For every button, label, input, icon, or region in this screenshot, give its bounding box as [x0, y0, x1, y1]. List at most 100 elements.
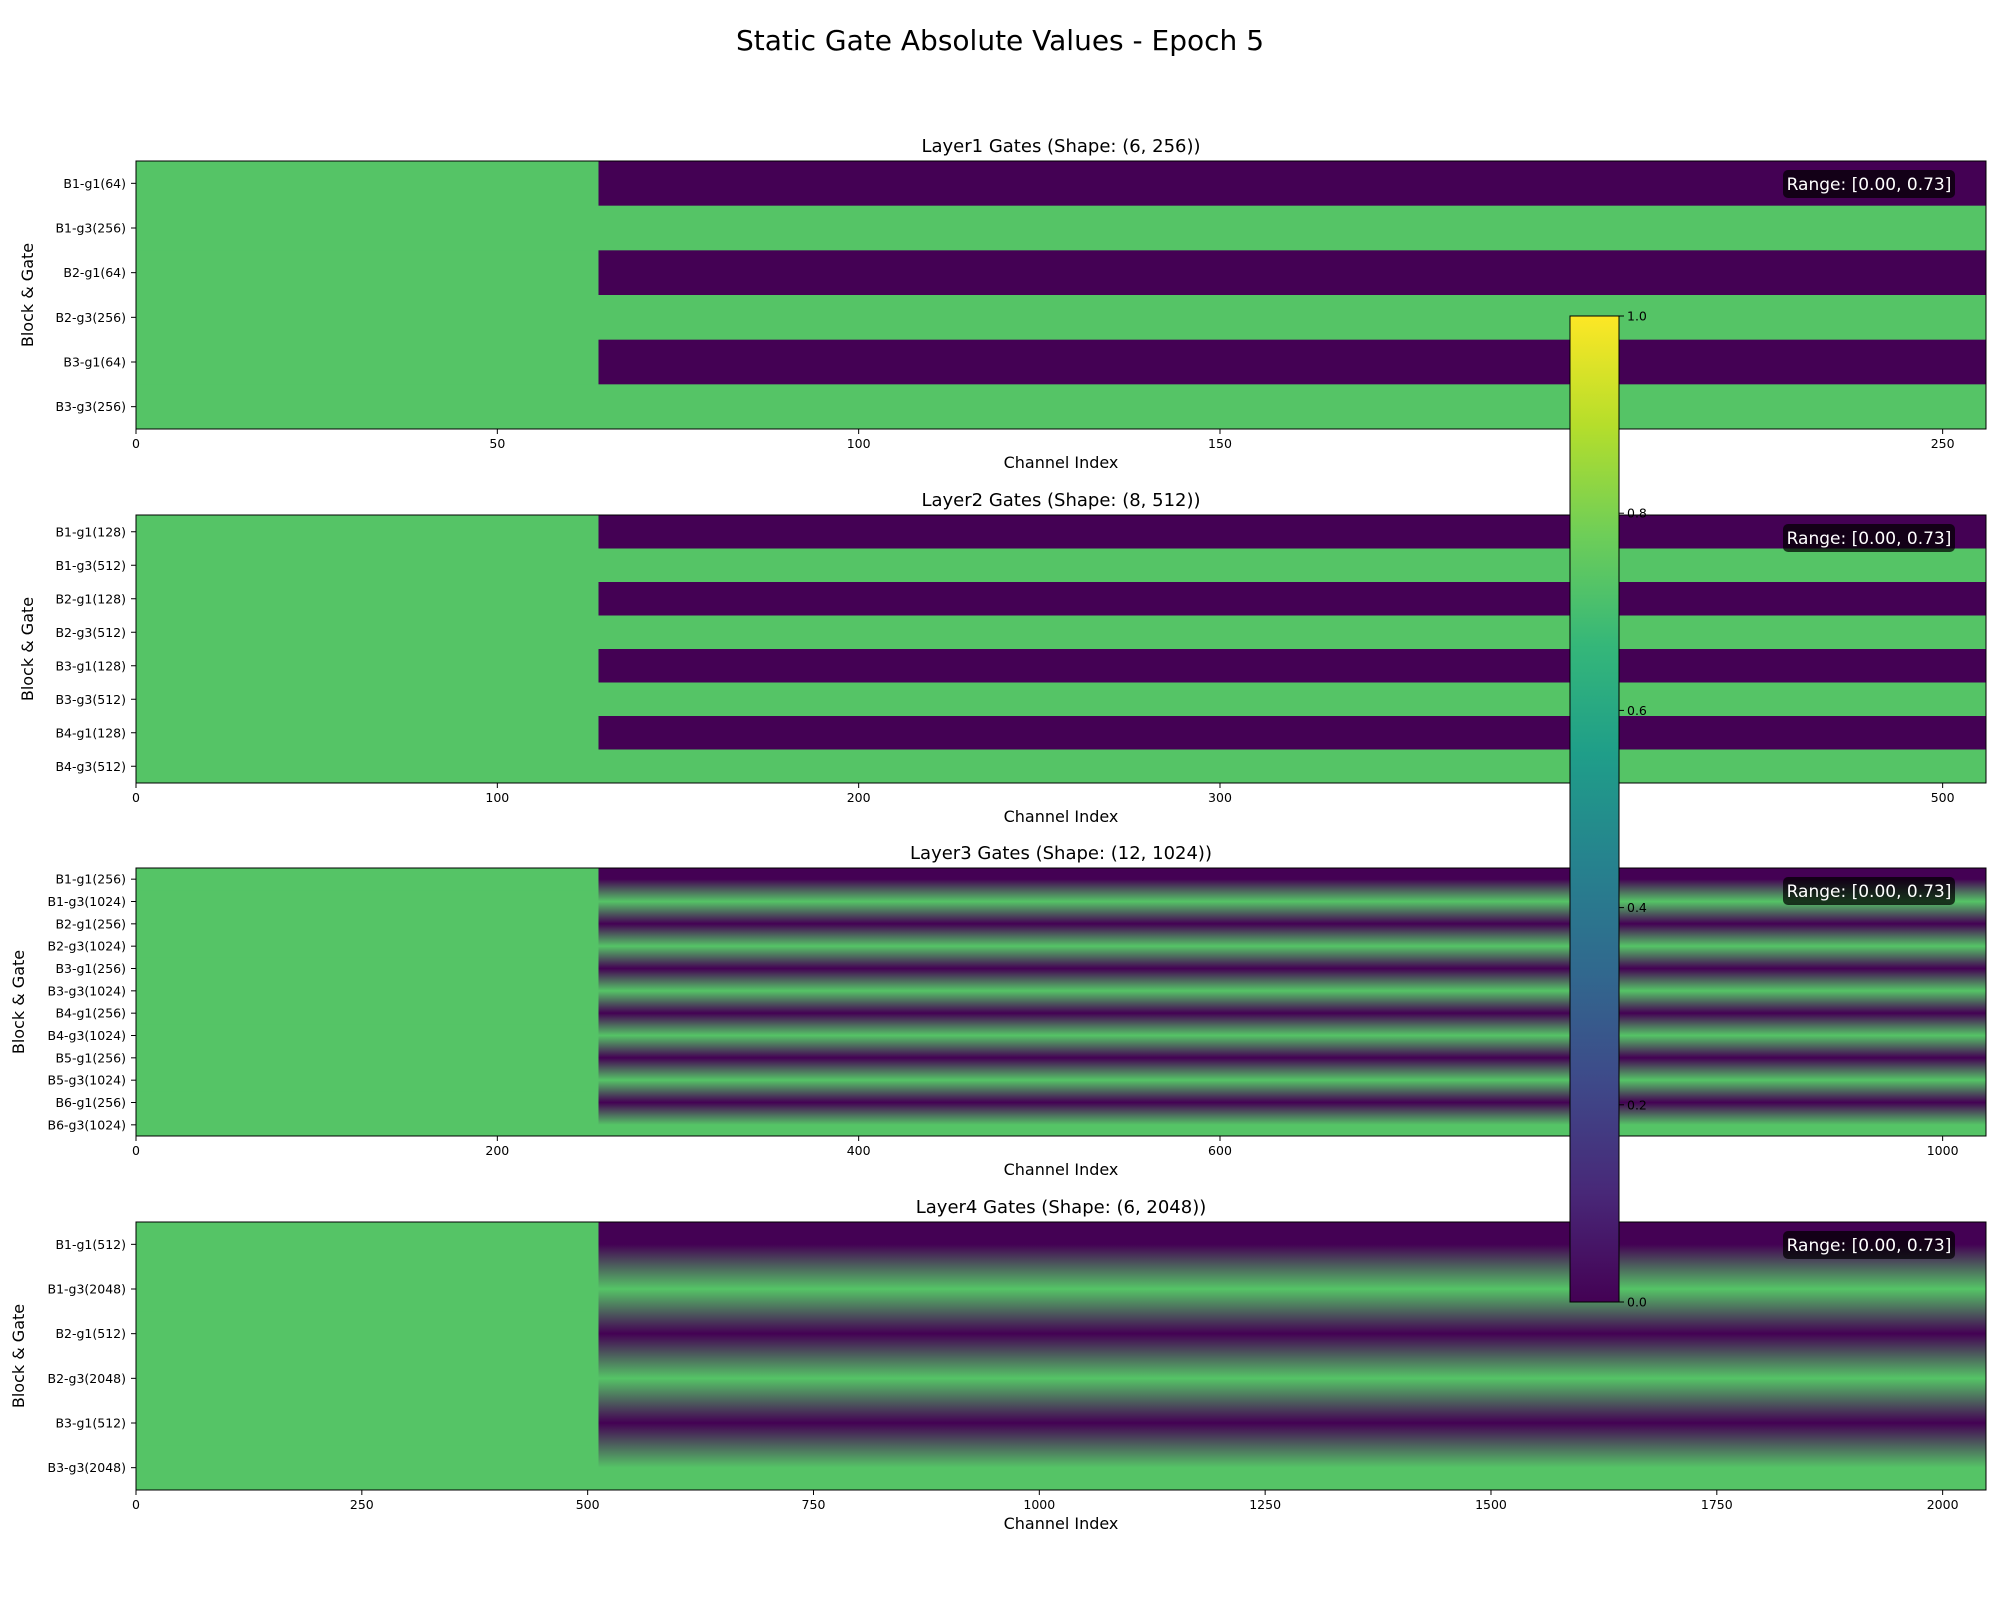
- y-tick-label: B6-g3(1024): [48, 1117, 127, 1132]
- y-tick-label: B3-g3(512): [55, 692, 126, 707]
- colorbar-tick-label: 0.6: [1627, 703, 1647, 718]
- x-axis-label: Channel Index: [1004, 453, 1119, 472]
- y-tick-label: B1-g1(512): [55, 1237, 126, 1252]
- heatmap-cell-active: [136, 682, 1986, 717]
- x-tick-label: 600: [1208, 1143, 1232, 1158]
- y-tick-label: B3-g1(512): [55, 1416, 126, 1431]
- heatmap-cell-inactive: [598, 161, 1986, 207]
- plot-frame: [135, 160, 1987, 430]
- heatmap-cell-active: [136, 548, 1986, 583]
- y-tick-label: B1-g3(512): [55, 558, 126, 573]
- x-tick-label: 1500: [1475, 1497, 1507, 1512]
- y-tick-label: B1-g3(256): [55, 221, 126, 236]
- x-tick-label: 1000: [1023, 1497, 1055, 1512]
- x-tick-label: 500: [1931, 790, 1955, 805]
- y-tick-label: B2-g3(256): [55, 310, 126, 325]
- y-tick-label: B4-g3(512): [55, 759, 126, 774]
- heatmap-panel-3: Layer3 Gates (Shape: (12, 1024)) B1-g1(25…: [9, 843, 1987, 1179]
- y-tick-label: B5-g1(256): [55, 1050, 126, 1065]
- colorbar: 0.0 0.2 0.4 0.6 0.8 1.0: [1569, 309, 1647, 1310]
- x-tick-label: 0: [132, 436, 140, 451]
- y-tick-label: B1-g1(128): [55, 524, 126, 539]
- y-tick-label: B1-g3(2048): [48, 1282, 127, 1297]
- y-tick-label: B4-g3(1024): [48, 1028, 127, 1043]
- x-tick-label: 0: [132, 1143, 140, 1158]
- heatmap-cell-active: [136, 205, 1986, 251]
- heatmap-cell-active: [136, 384, 1986, 430]
- heatmap-cell-active: [136, 161, 599, 207]
- y-tick-label: B2-g1(64): [63, 265, 126, 280]
- colorbar-tick-label: 0.2: [1627, 1097, 1647, 1112]
- x-tick-label: 250: [1931, 436, 1955, 451]
- heatmap-cell-active: [136, 615, 1986, 650]
- heatmap-cell-active: [136, 912, 599, 936]
- heatmap-panel-4: Layer4 Gates (Shape: (6, 2048)) B1-g1(512…: [9, 1197, 1987, 1533]
- heatmap-cell-active: [136, 515, 599, 549]
- heatmap-cell-active: [136, 1002, 599, 1025]
- range-annotation-box: [1783, 170, 1955, 198]
- y-tick-label: B3-g1(256): [55, 961, 126, 976]
- plot-frame: [135, 1221, 1987, 1491]
- y-tick-label: B1-g3(1024): [48, 894, 127, 909]
- x-tick-label: 500: [576, 1497, 600, 1512]
- y-tick-label: B4-g1(256): [55, 1006, 126, 1021]
- range-annotation-text: Range: [0.00, 0.73]: [1787, 529, 1952, 549]
- y-axis-label: Block & Gate: [9, 950, 28, 1054]
- plot-frame: [135, 514, 1987, 784]
- heatmap-interpolated-region: [598, 868, 1986, 1136]
- heatmap-panel-2: Layer2 Gates (Shape: (8, 512)) B1-g1(128)…: [18, 490, 1987, 826]
- x-tick-label: 300: [1208, 790, 1232, 805]
- y-tick-label: B2-g1(256): [55, 916, 126, 931]
- y-tick-label: B2-g3(1024): [48, 939, 127, 954]
- x-tick-label: 0: [132, 1497, 140, 1512]
- panel-title: Layer1 Gates (Shape: (6, 256)): [921, 136, 1200, 157]
- heatmap-panel-1: Layer1 Gates (Shape: (6, 256)) B1-g1(64) B…: [18, 136, 1987, 472]
- colorbar-tick-label: 1.0: [1627, 309, 1647, 324]
- panel-title: Layer2 Gates (Shape: (8, 512)): [921, 490, 1200, 511]
- heatmap-cell-active: [136, 649, 599, 683]
- x-tick-label: 200: [485, 1143, 509, 1158]
- y-tick-label: B6-g1(256): [55, 1095, 126, 1110]
- y-tick-label: B2-g1(512): [55, 1326, 126, 1341]
- heatmap-cell-inactive: [598, 250, 1986, 296]
- heatmap-cell-inactive: [598, 649, 1986, 683]
- x-tick-label: 750: [802, 1497, 826, 1512]
- heatmap-cell-inactive: [598, 515, 1986, 549]
- figure-title: Static Gate Absolute Values - Epoch 5: [735, 24, 1265, 57]
- heatmap-cell-active: [136, 1222, 599, 1268]
- x-tick-label: 1750: [1701, 1497, 1733, 1512]
- x-tick-label: 1000: [1927, 1143, 1959, 1158]
- y-tick-label: B1-g1(64): [63, 176, 126, 191]
- x-tick-label: 400: [847, 1143, 871, 1158]
- range-annotation-text: Range: [0.00, 0.73]: [1787, 882, 1952, 902]
- range-annotation-box: [1783, 1231, 1955, 1259]
- y-axis-label: Block & Gate: [18, 243, 37, 347]
- x-tick-label: 100: [847, 436, 871, 451]
- x-axis-label: Channel Index: [1004, 1514, 1119, 1533]
- y-tick-label: B3-g1(128): [55, 658, 126, 673]
- heatmap-cell-active: [136, 749, 1986, 784]
- heatmap-cell-active: [136, 868, 599, 891]
- x-tick-label: 100: [485, 790, 509, 805]
- y-tick-label: B1-g1(256): [55, 872, 126, 887]
- panel-title: Layer3 Gates (Shape: (12, 1024)): [910, 843, 1212, 864]
- heatmap-cell-active: [136, 1091, 599, 1115]
- x-tick-label: 50: [489, 436, 505, 451]
- heatmap-cell-active: [136, 1400, 599, 1446]
- heatmap-interpolated-region: [598, 1222, 1986, 1490]
- x-tick-label: 0: [132, 790, 140, 805]
- heatmap-cell-inactive: [598, 582, 1986, 616]
- heatmap-cell-active: [136, 582, 599, 616]
- colorbar-tick-label: 0.0: [1627, 1295, 1647, 1310]
- heatmap-cell-active: [136, 339, 599, 385]
- heatmap-cell-inactive: [598, 716, 1986, 750]
- y-tick-label: B2-g3(2048): [48, 1371, 127, 1386]
- x-tick-label: 150: [1208, 436, 1232, 451]
- x-tick-label: 200: [847, 790, 871, 805]
- x-tick-label: 1250: [1249, 1497, 1281, 1512]
- y-tick-label: B3-g3(2048): [48, 1460, 127, 1475]
- panel-title: Layer4 Gates (Shape: (6, 2048)): [916, 1197, 1207, 1218]
- colorbar-bar: [1569, 315, 1620, 1303]
- range-annotation-text: Range: [0.00, 0.73]: [1787, 1236, 1952, 1256]
- x-tick-label: 2000: [1927, 1497, 1959, 1512]
